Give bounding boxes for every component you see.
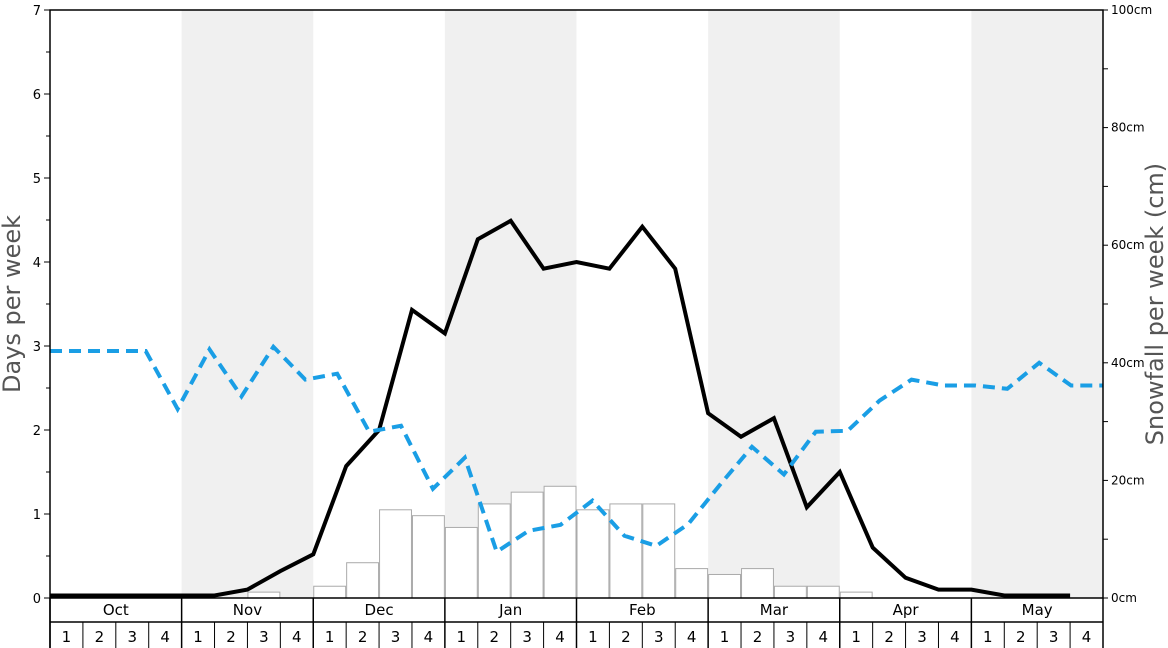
right-axis-title: Snowfall per week (cm): [1141, 163, 1168, 445]
week-label: 4: [950, 628, 960, 646]
data-lines: [50, 218, 1103, 598]
right-tick-label: 40cm: [1111, 356, 1145, 370]
snowfall-bar: [444, 526, 478, 599]
right-tick-label: 100cm: [1111, 3, 1152, 17]
right-axis: 0cm 20cm 40cm 60cm 80cm 100cm: [1103, 3, 1152, 605]
snowfall-bar: [247, 591, 281, 599]
right-tick-label: 0cm: [1111, 591, 1137, 605]
month-label-apr: Apr: [893, 601, 920, 619]
week-label: 3: [654, 628, 664, 646]
week-label: 2: [226, 628, 236, 646]
month-label-dec: Dec: [365, 601, 394, 619]
right-tick-label: 60cm: [1111, 238, 1145, 252]
month-label-nov: Nov: [233, 601, 262, 619]
left-axis-title: Days per week: [0, 215, 26, 393]
week-label: 1: [325, 628, 335, 646]
left-axis: 0 1 2 3 4 5 6 7: [33, 4, 50, 607]
month-band-nov: [181, 10, 314, 598]
week-label: 3: [522, 628, 532, 646]
week-label: 4: [819, 628, 829, 646]
left-tick-label: 2: [33, 424, 41, 439]
month-band-mar: [708, 10, 840, 598]
right-tick-label: 80cm: [1111, 121, 1145, 135]
week-label: 3: [259, 628, 269, 646]
week-label: 2: [95, 628, 105, 646]
dashed-blue-line: [50, 343, 1103, 555]
week-label: 2: [621, 628, 631, 646]
solid-black-line: [50, 218, 1071, 598]
left-tick-label: 6: [33, 88, 41, 103]
month-label-feb: Feb: [629, 601, 656, 619]
snowfall-bar: [741, 568, 774, 599]
week-label: 4: [424, 628, 434, 646]
week-label: 2: [753, 628, 763, 646]
snowfall-bar: [543, 485, 577, 599]
week-label: 1: [457, 628, 467, 646]
snowfall-bar: [313, 585, 347, 599]
snowfall-bar: [411, 515, 445, 599]
week-label: 1: [983, 628, 993, 646]
snowfall-bar: [346, 562, 380, 599]
week-label: 2: [358, 628, 368, 646]
left-tick-label: 4: [33, 256, 41, 271]
left-tick-label: 0: [33, 592, 41, 607]
snowfall-bar: [609, 503, 643, 599]
left-tick-label: 3: [33, 340, 41, 355]
week-label: 4: [160, 628, 170, 646]
snowfall-bar: [708, 573, 742, 599]
snowfall-bar: [806, 585, 840, 599]
week-label: 3: [391, 628, 401, 646]
week-label: 2: [489, 628, 499, 646]
week-label: 1: [62, 628, 72, 646]
snowfall-bar: [576, 509, 610, 599]
week-label: 1: [193, 628, 203, 646]
month-label-jan: Jan: [498, 601, 522, 619]
snowfall-bar: [839, 591, 873, 599]
week-label: 1: [588, 628, 598, 646]
week-label: 4: [687, 628, 697, 646]
week-label: 3: [786, 628, 796, 646]
week-label: 3: [1049, 628, 1059, 646]
snowfall-bar: [773, 585, 807, 599]
week-label: 1: [720, 628, 730, 646]
month-week-axis: Oct 1 2 3 4 Nov 1 2 3 4 Dec 1 2 3 4 Jan 1 2 3 4 Feb 1 2 3 4 Mar 1 2…: [49, 598, 1104, 648]
week-label: 4: [555, 628, 565, 646]
snowfall-bar: [675, 568, 709, 599]
snowfall-bar: [510, 491, 544, 599]
month-background-bands: [181, 10, 1103, 598]
left-tick-label: 1: [33, 508, 41, 523]
snowfall-bar: [477, 503, 511, 599]
week-label: 1: [851, 628, 861, 646]
right-tick-label: 20cm: [1111, 473, 1145, 487]
month-label-oct: Oct: [103, 601, 129, 619]
week-label: 4: [292, 628, 302, 646]
left-tick-label: 5: [33, 172, 41, 187]
snowfall-bar: [642, 503, 676, 599]
week-label: 3: [917, 628, 927, 646]
month-band-may: [971, 10, 1103, 598]
month-label-mar: Mar: [760, 601, 789, 619]
month-label-may: May: [1022, 601, 1053, 619]
week-label: 3: [127, 628, 137, 646]
snowfall-bar: [379, 509, 412, 599]
week-label: 2: [884, 628, 894, 646]
snowfall-bars: [247, 485, 873, 599]
week-label: 2: [1016, 628, 1026, 646]
week-label: 4: [1082, 628, 1092, 646]
left-tick-label: 7: [33, 4, 41, 19]
